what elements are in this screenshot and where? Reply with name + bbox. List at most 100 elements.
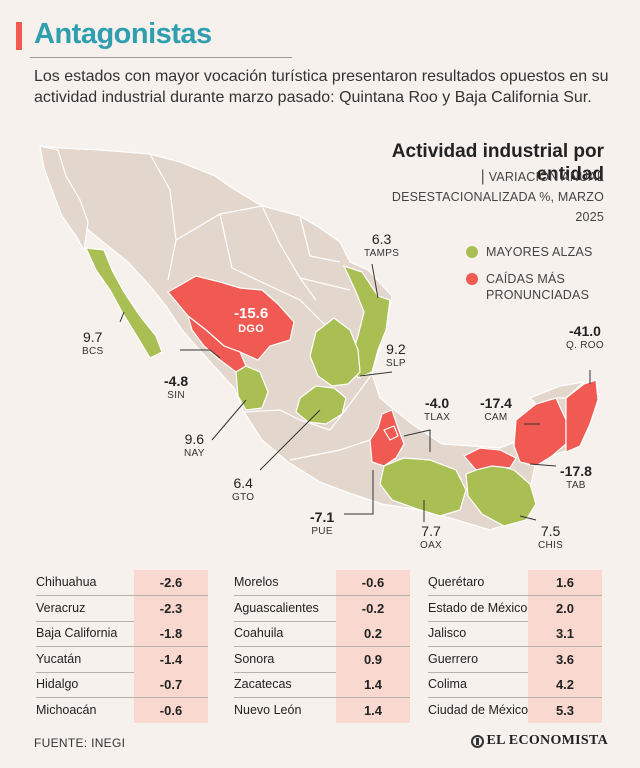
table-state-name: Colima: [428, 677, 467, 691]
page-title: Antagonistas: [34, 18, 212, 50]
table-state-name: Morelos: [234, 575, 279, 589]
map-state-tlax: [383, 425, 399, 441]
table-state-name: Ciudad de México: [428, 702, 529, 717]
table-divider: [36, 595, 208, 596]
table-row: Querétaro 1.6: [428, 570, 602, 595]
map-label-nay: 9.6 NAY: [184, 431, 205, 459]
brand-logo: EL ECONOMISTA: [470, 733, 609, 749]
table-divider: [36, 697, 208, 698]
table-state-name: Aguascalientes: [234, 600, 319, 615]
title-accent-bar: [16, 22, 22, 50]
source-note: FUENTE: INEGI: [34, 736, 126, 750]
table-state-value: 0.2: [336, 621, 410, 646]
table-state-name: Guerrero: [428, 651, 479, 666]
table-divider: [234, 595, 410, 596]
map-state-oax: [379, 457, 467, 517]
table-row: Baja California -1.8: [36, 621, 208, 646]
table-state-name: Yucatán: [36, 651, 82, 666]
table-row: Estado de México 2.0: [428, 595, 602, 621]
legend-item-increase: MAYORES ALZAS: [466, 244, 593, 260]
table-state-name: Baja California: [36, 626, 118, 640]
map-label-bcs: 9.7 BCS: [82, 329, 104, 357]
table-state-value: 1.4: [336, 672, 410, 697]
panel-title: Actividad industrial por entidad: [391, 141, 604, 185]
table-state-value: -2.3: [134, 595, 208, 621]
table-state-value: -2.6: [134, 570, 208, 595]
table-divider: [428, 697, 602, 698]
table-divider: [36, 646, 208, 647]
map-state-nay: [235, 365, 269, 411]
map-label-chis: 7.5 CHIS: [538, 523, 564, 551]
table-row: Aguascalientes -0.2: [234, 595, 410, 621]
table-state-name: Estado de México: [428, 600, 528, 615]
map-baja-california: [39, 145, 89, 252]
map-state-qroo: [565, 379, 599, 453]
map-label-qroo: -41.0 Q. ROO: [566, 323, 604, 351]
table-divider: [234, 646, 410, 647]
map-leader-lines: [119, 263, 591, 522]
map-label-pue: -7.1 PUE: [310, 509, 335, 537]
legend-swatch-increase: [466, 246, 478, 258]
table-divider: [428, 620, 602, 622]
table-state-value: 2.0: [528, 595, 602, 621]
map-state-slp: [309, 317, 361, 387]
panel-subtitle: | VARIACIÓN ANUAL DESESTACIONALIZADA %, …: [391, 168, 604, 224]
table-state-name: Veracruz: [36, 600, 86, 615]
table-row: Guerrero 3.6: [428, 646, 602, 672]
table-row: Yucatán -1.4: [36, 646, 208, 672]
map-label-sin: -4.8 SIN: [164, 373, 189, 401]
table-divider: [234, 697, 410, 698]
table-divider: [428, 671, 602, 673]
table-divider: [36, 620, 208, 622]
table-state-name: Coahuila: [234, 626, 284, 640]
table-row: Michoacán -0.6: [36, 697, 208, 723]
table-row: Ciudad de México 5.3: [428, 697, 602, 723]
mexico-map: [39, 145, 601, 531]
map-label-gto: 6.4 GTO: [232, 475, 255, 503]
table-row: Hidalgo -0.7: [36, 672, 208, 697]
table-state-name: Hidalgo: [36, 677, 79, 691]
brand-icon: [470, 734, 484, 748]
map-label-cam: -17.4 CAM: [480, 395, 512, 423]
legend-item-decrease: CAÍDAS MÁS PRONUNCIADAS: [466, 271, 606, 303]
table-state-value: 3.1: [528, 621, 602, 646]
map-state-bcs: [85, 247, 163, 359]
table-row: Nuevo León 1.4: [234, 697, 410, 723]
map-label-tamps: 6.3 TAMPS: [364, 231, 400, 259]
table-state-value: -0.6: [336, 570, 410, 595]
legend-swatch-decrease: [466, 273, 478, 285]
table-state-value: 5.3: [528, 697, 602, 723]
table-state-value: 3.6: [528, 646, 602, 672]
map-label-oax: 7.7 OAX: [420, 523, 443, 551]
table-state-value: 0.9: [336, 646, 410, 672]
table-row: Colima 4.2: [428, 672, 602, 697]
table-state-name: Zacatecas: [234, 677, 292, 691]
map-label-dgo: -15.6 DGO: [234, 305, 269, 335]
table-divider: [234, 671, 410, 673]
table-state-name: Sonora: [234, 651, 275, 666]
table-state-name: Chihuahua: [36, 575, 97, 589]
table-row: Jalisco 3.1: [428, 621, 602, 646]
map-label-slp: 9.2 SLP: [386, 341, 406, 369]
table-row: Morelos -0.6: [234, 570, 410, 595]
intro-text: Los estados con mayor vocación turística…: [34, 68, 609, 106]
table-row: Sonora 0.9: [234, 646, 410, 672]
table-state-name: Nuevo León: [234, 702, 302, 717]
table-divider: [234, 620, 410, 622]
title-divider: [30, 57, 292, 58]
table-row: Veracruz -2.3: [36, 595, 208, 621]
table-state-name: Jalisco: [428, 626, 467, 640]
table-state-value: -0.6: [134, 697, 208, 723]
table-state-name: Michoacán: [36, 702, 97, 717]
table-row: Zacatecas 1.4: [234, 672, 410, 697]
map-state-yuc: [528, 381, 586, 405]
table-state-value: -0.2: [336, 595, 410, 621]
table-state-value: 4.2: [528, 672, 602, 697]
table-state-value: -1.8: [134, 621, 208, 646]
table-divider: [36, 671, 208, 673]
table-divider: [428, 646, 602, 647]
table-divider: [428, 595, 602, 596]
map-label-tlax: -4.0 TLAX: [424, 395, 451, 423]
table-row: Coahuila 0.2: [234, 621, 410, 646]
table-state-value: 1.6: [528, 570, 602, 595]
